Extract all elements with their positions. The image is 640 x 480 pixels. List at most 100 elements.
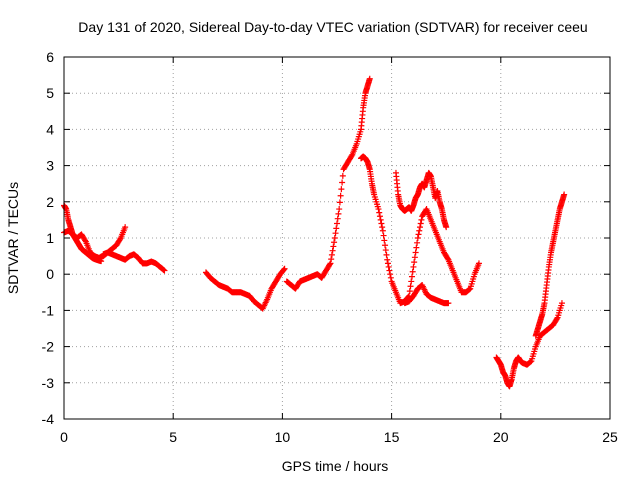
series-segment-6	[401, 282, 452, 307]
x-tick-label: 25	[602, 429, 618, 445]
data-point	[335, 210, 342, 217]
y-axis-label: SDTVAR / TECUs	[5, 182, 21, 294]
data-point	[82, 237, 89, 244]
data-point	[378, 220, 385, 227]
data-point	[328, 251, 335, 258]
data-point	[375, 206, 382, 213]
data-point	[122, 224, 129, 231]
data-point	[161, 267, 168, 274]
data-point	[387, 271, 394, 278]
data-point	[445, 300, 452, 307]
data-point	[339, 179, 346, 186]
data-point	[381, 237, 388, 244]
data-point	[561, 191, 568, 198]
data-point	[415, 231, 422, 238]
data-point	[336, 199, 343, 206]
data-point	[475, 260, 482, 267]
data-point	[466, 286, 473, 293]
series-segment-5	[392, 169, 450, 231]
data-point	[331, 235, 338, 241]
data-point	[117, 236, 124, 243]
data-point	[339, 172, 346, 179]
data-point	[410, 263, 417, 270]
y-tick-label: 5	[46, 85, 54, 101]
data-point	[334, 220, 340, 227]
axis-ticks: 0 5 10 15 20 25 -4 -3 -2 -1 0 1 2 3 4 5 6	[42, 49, 618, 445]
y-tick-label: 2	[46, 194, 54, 210]
data-point	[380, 232, 387, 239]
data-point	[386, 267, 393, 274]
data-point	[414, 235, 421, 241]
y-tick-label: 1	[46, 230, 54, 246]
data-point	[382, 247, 389, 254]
x-axis-label: GPS time / hours	[282, 458, 389, 474]
data-point	[385, 263, 392, 270]
x-tick-label: 5	[169, 429, 177, 445]
x-tick-label: 15	[384, 429, 400, 445]
data-point	[382, 242, 389, 249]
data-point	[377, 216, 384, 223]
data-point	[413, 244, 420, 251]
data-point	[376, 213, 383, 220]
data-point	[334, 215, 341, 222]
data-point	[558, 300, 565, 307]
data-point	[332, 230, 339, 237]
data-point	[331, 239, 338, 246]
data-point	[527, 358, 534, 365]
data-point	[337, 192, 344, 199]
chart-title: Day 131 of 2020, Sidereal Day-to-day VTE…	[78, 19, 587, 35]
data-point	[416, 227, 423, 234]
x-tick-label: 10	[275, 429, 291, 445]
y-tick-label: 3	[46, 158, 54, 174]
y-tick-label: 4	[46, 121, 54, 137]
data-point	[327, 260, 334, 267]
data-point	[376, 209, 383, 216]
series-segment-1b	[61, 224, 129, 261]
data-point	[443, 224, 450, 231]
y-tick-label: -4	[42, 411, 55, 427]
data-point	[416, 224, 423, 231]
data-point	[333, 225, 340, 232]
y-tick-label: -1	[42, 302, 55, 318]
data-point	[411, 254, 418, 261]
y-tick-label: 0	[46, 266, 54, 282]
series-segment-4	[358, 153, 482, 307]
data-point	[328, 256, 335, 263]
y-tick-label: 6	[46, 49, 54, 65]
data-point	[553, 315, 560, 322]
data-point	[280, 266, 287, 273]
data-point	[348, 152, 355, 159]
data-point	[338, 186, 345, 193]
y-tick-label: -3	[42, 375, 55, 391]
data-point	[411, 259, 418, 266]
data-point	[330, 243, 337, 250]
data-point	[406, 288, 413, 295]
data-point	[417, 220, 424, 227]
data-point	[281, 265, 288, 272]
data-point	[160, 266, 167, 273]
data-point	[412, 249, 419, 256]
data-point	[366, 75, 373, 82]
data-point	[379, 224, 386, 231]
series-segment-1c	[100, 249, 168, 274]
data-point	[409, 268, 416, 275]
data-point	[444, 255, 451, 262]
x-tick-label: 20	[493, 429, 509, 445]
data-point	[383, 251, 390, 258]
x-tick-label: 0	[60, 429, 68, 445]
data-point	[408, 278, 415, 285]
series-segment-7	[493, 300, 565, 390]
series-segment-8	[532, 191, 568, 339]
y-tick-label: -2	[42, 339, 55, 355]
data-point	[414, 239, 421, 246]
data-point	[407, 283, 414, 290]
series-segment-3	[283, 75, 373, 292]
data-point	[326, 261, 333, 268]
data-point	[379, 227, 386, 234]
data-point	[418, 216, 425, 223]
data-point	[336, 206, 343, 213]
data-point	[384, 260, 391, 267]
series-segment-2	[202, 265, 288, 312]
data-points	[61, 75, 568, 390]
